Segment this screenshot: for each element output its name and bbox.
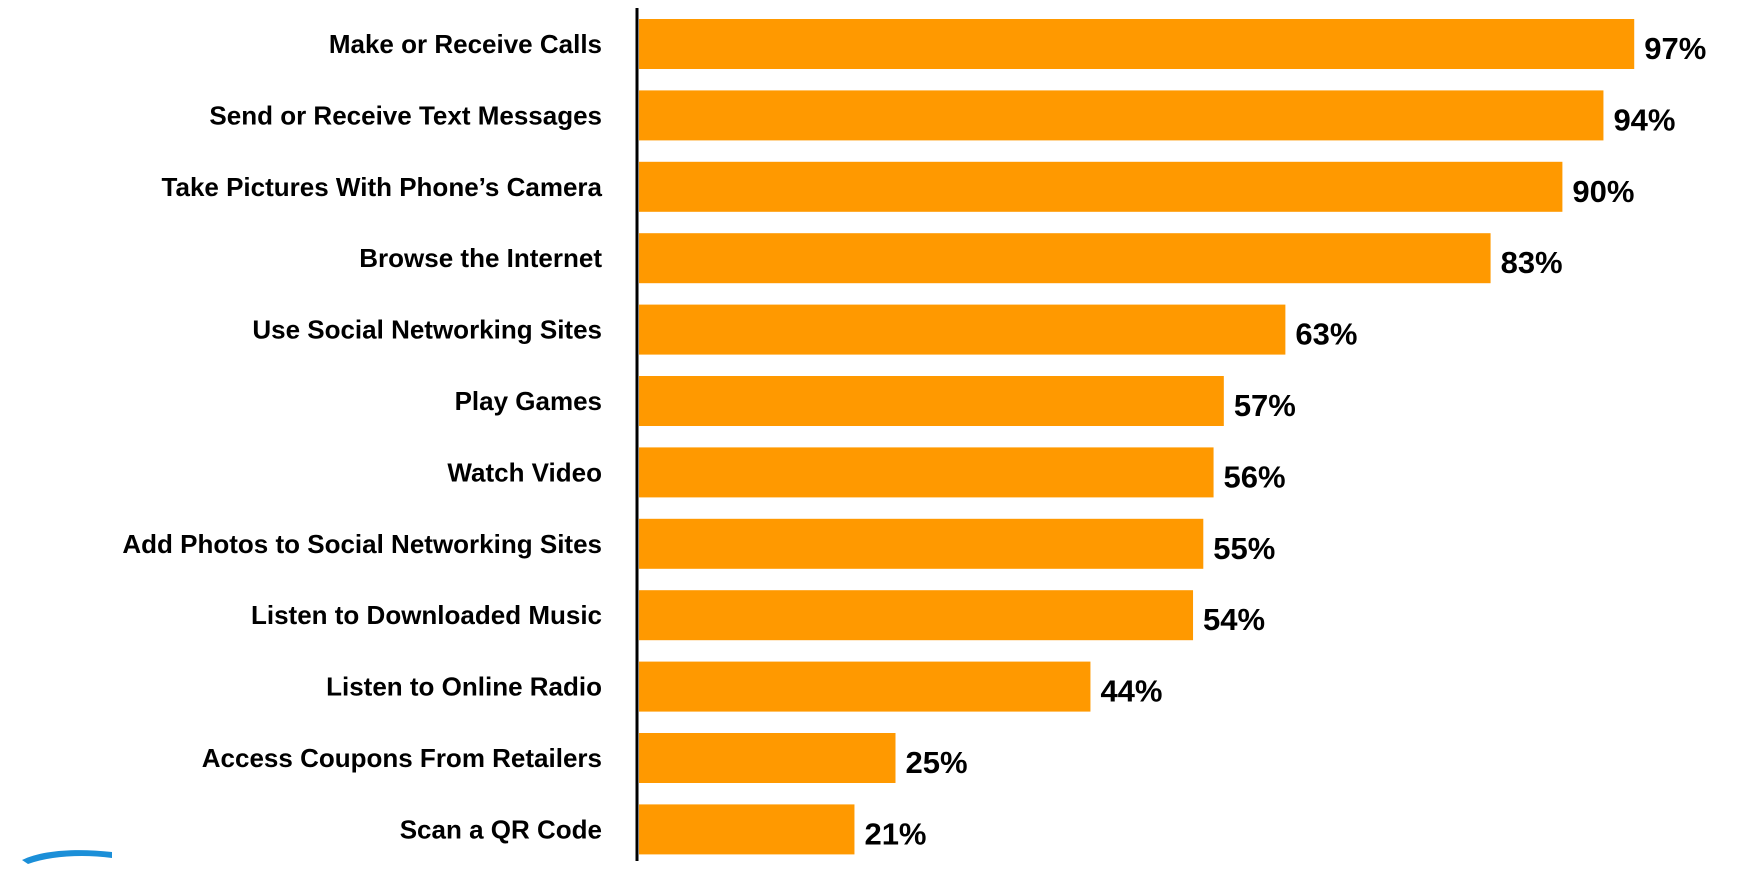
value-label: 94%: [1613, 102, 1675, 137]
bars-group: [639, 19, 1635, 855]
bar: [639, 376, 1224, 426]
category-label: Access Coupons From Retailers: [202, 743, 602, 773]
bar: [639, 804, 855, 855]
bar: [639, 733, 896, 783]
value-label: 55%: [1213, 531, 1275, 566]
bar: [639, 19, 1635, 69]
bar: [639, 161, 1563, 212]
category-label: Send or Receive Text Messages: [209, 100, 602, 130]
blue-swoosh-logo-icon: [22, 850, 112, 864]
bar: [639, 518, 1204, 569]
bar: [639, 661, 1091, 712]
value-label: 54%: [1203, 602, 1265, 637]
category-label: Listen to Downloaded Music: [251, 600, 602, 630]
category-label: Watch Video: [447, 457, 602, 487]
category-label: Listen to Online Radio: [326, 672, 602, 702]
category-labels-group: Make or Receive Calls Send or Receive Tex…: [122, 29, 602, 844]
bar: [639, 447, 1214, 498]
category-label: Add Photos to Social Networking Sites: [122, 529, 602, 559]
category-label: Use Social Networking Sites: [252, 315, 602, 345]
bar: [639, 90, 1604, 141]
category-label: Take Pictures With Phone’s Camera: [162, 172, 603, 202]
value-label: 56%: [1224, 459, 1286, 494]
value-label: 63%: [1295, 317, 1357, 352]
category-label: Scan a QR Code: [400, 814, 602, 844]
value-label: 83%: [1501, 245, 1563, 280]
category-label: Play Games: [455, 386, 602, 416]
category-label: Browse the Internet: [359, 243, 602, 273]
bar: [639, 304, 1286, 355]
value-label: 97%: [1644, 31, 1706, 66]
value-labels-group: 97% 94% 90% 83% 63% 57% 56% 55% 54% 44% 25% 21%: [864, 31, 1706, 851]
value-label: 57%: [1234, 388, 1296, 423]
bar: [639, 233, 1491, 284]
value-label: 44%: [1100, 674, 1162, 709]
category-label: Make or Receive Calls: [329, 29, 602, 59]
value-label: 21%: [864, 816, 926, 851]
value-label: 25%: [906, 745, 968, 780]
value-label: 90%: [1572, 174, 1634, 209]
bar: [639, 590, 1194, 641]
